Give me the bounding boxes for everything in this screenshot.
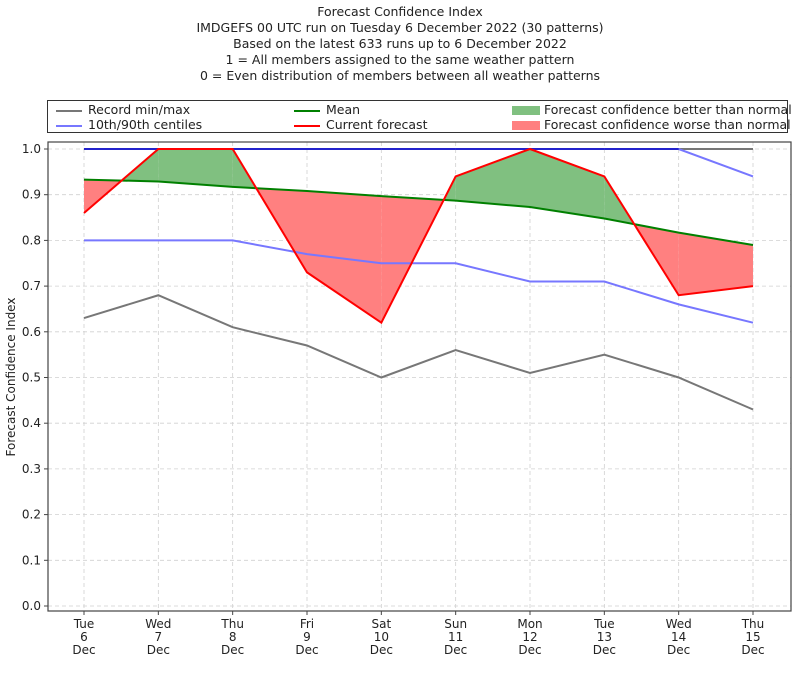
y-tick-label: 0.1 [22,553,41,567]
x-tick-label: 7 [155,630,163,644]
y-tick-label: 0.2 [22,508,41,522]
x-tick-label: Dec [295,643,318,657]
current-swatch-icon [294,124,320,127]
worse-swatch-icon [512,121,540,130]
record-swatch-icon [56,109,82,112]
x-tick-label: Dec [593,643,616,657]
legend-label-better: Forecast confidence better than normal [544,102,792,117]
series-lines [83,147,754,411]
centiles-swatch-icon [56,124,82,127]
legend-item-mean: Mean [294,102,360,117]
legend-item-centiles: 10th/90th centiles [56,117,202,132]
x-tick-label: Tue [593,617,615,631]
x-tick-label: Dec [741,643,764,657]
x-tick-label: Wed [666,617,692,631]
worse-than-normal-area [307,191,382,323]
chart-subtitle-zero: 0 = Even distribution of members between… [199,68,601,83]
legend-label-current: Current forecast [326,117,428,132]
y-tick-label: 0.5 [22,371,41,385]
x-tick-label: Dec [147,643,170,657]
y-tick-label: 1.0 [22,142,41,156]
chart-subtitle-run: IMDGEFS 00 UTC run on Tuesday 6 December… [196,20,604,35]
x-tick-label: 15 [745,630,760,644]
legend-label-record: Record min/max [88,102,191,117]
better-swatch-icon [512,106,540,115]
better-than-normal-area [530,149,605,219]
x-tick-label: Dec [370,643,393,657]
x-tick-label: 11 [448,630,463,644]
legend-item-better: Forecast confidence better than normal [512,102,792,117]
plot-frame [47,141,792,612]
legend-item-record: Record min/max [56,102,190,117]
x-tick-label: Dec [72,643,95,657]
x-tick-label: Mon [517,617,542,631]
x-tick-label: 12 [522,630,537,644]
y-tick-label: 0.8 [22,233,41,247]
legend-label-centiles: 10th/90th centiles [88,117,203,132]
x-tick-label: Dec [221,643,244,657]
record-min-line [83,294,754,411]
y-tick-label: 0.9 [22,188,41,202]
x-tick-label: Thu [741,617,765,631]
better-than-normal-area [158,149,233,187]
x-tick-label: Tue [73,617,95,631]
legend-item-worse: Forecast confidence worse than normal [512,117,791,132]
x-tick-label: Thu [220,617,244,631]
chart-title: Forecast Confidence Index [317,4,483,19]
x-axis: Tue6DecWed7DecThu8DecFri9DecSat10DecSun1… [72,611,765,657]
mean-swatch-icon [294,109,320,112]
y-tick-label: 0.3 [22,462,41,476]
x-tick-label: 10 [374,630,389,644]
legend: Record min/max 10th/90th centiles Mean C… [47,100,792,133]
y-tick-label: 0.0 [22,599,41,613]
x-tick-label: Dec [667,643,690,657]
legend-item-current: Current forecast [294,117,427,132]
y-axis-label: Forecast Confidence Index [4,298,18,457]
legend-label-mean: Mean [326,102,361,117]
x-tick-label: 9 [303,630,311,644]
x-tick-label: Dec [518,643,541,657]
x-tick-label: 13 [597,630,612,644]
x-tick-label: Sun [444,617,467,631]
x-tick-label: Dec [444,643,467,657]
y-axis: 0.0 0.1 0.2 0.3 0.4 0.5 0.6 0.7 0.8 0.9 1.0 [22,142,48,613]
mean-line [83,178,754,246]
worse-than-normal-area [678,232,753,296]
better-than-normal-area [455,149,530,208]
y-tick-label: 0.6 [22,325,41,339]
chart-titles: Forecast Confidence Index IMDGEFS 00 UTC… [0,4,800,84]
chart-subtitle-runs: Based on the latest 633 runs up to 6 Dec… [233,36,567,51]
x-tick-label: 6 [80,630,88,644]
x-tick-label: Fri [300,617,314,631]
centile-10th-line [84,239,754,324]
x-tick-label: 8 [229,630,237,644]
y-tick-label: 0.4 [22,416,41,430]
x-tick-label: Sat [371,617,391,631]
x-tick-label: Wed [145,617,171,631]
legend-label-worse: Forecast confidence worse than normal [544,117,791,132]
x-tick-label: 14 [671,630,686,644]
current-forecast-line [83,147,754,325]
chart-subtitle-one: 1 = All members assigned to the same wea… [225,52,575,67]
y-tick-label: 0.7 [22,279,41,293]
